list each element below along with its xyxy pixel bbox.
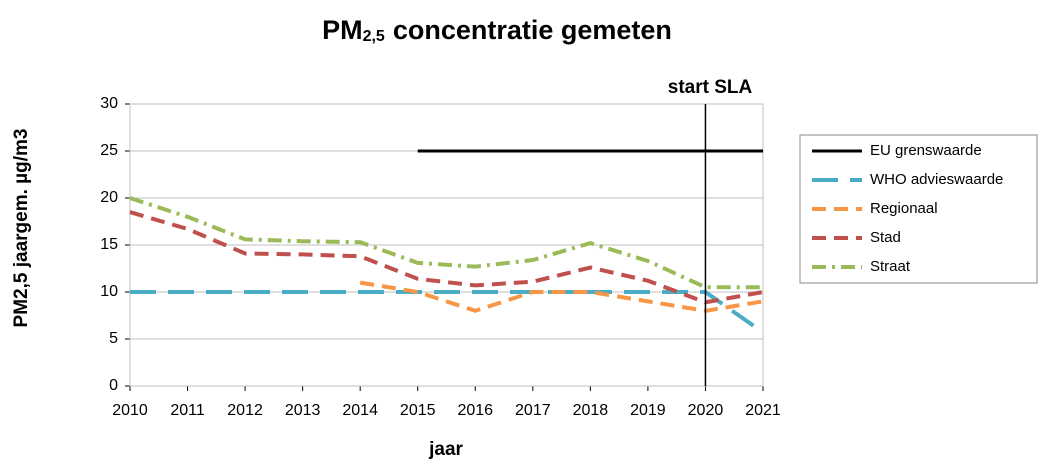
x-axis-label: jaar (428, 439, 463, 460)
y-tick-label: 10 (100, 283, 118, 300)
x-tick-label: 2021 (745, 402, 781, 419)
x-tick-label: 2012 (227, 402, 263, 419)
x-tick-label: 2020 (688, 402, 724, 419)
series-line (130, 290, 765, 335)
x-tick-label: 2015 (400, 402, 436, 419)
legend-label: Straat (870, 258, 911, 275)
chart-title: PM2,5 concentratie gemeten (322, 15, 672, 45)
legend-label: WHO advieswaarde (870, 171, 1003, 188)
y-tick-label: 20 (100, 189, 118, 206)
x-tick-label: 2017 (515, 402, 551, 419)
x-tick-label: 2014 (342, 402, 378, 419)
y-tick-label: 30 (100, 95, 118, 112)
x-tick-label: 2010 (112, 402, 148, 419)
y-tick-label: 5 (109, 330, 118, 347)
x-tick-label: 2016 (457, 402, 493, 419)
legend-label: Stad (870, 229, 901, 246)
series-line (129, 210, 764, 305)
y-tick-label: 0 (109, 377, 118, 394)
series-line (129, 196, 763, 290)
x-tick-label: 2011 (170, 402, 205, 419)
title-sub: 2,5 (363, 28, 385, 45)
x-tick-label: 2019 (630, 402, 666, 419)
plot-border (129, 103, 764, 387)
title-main: PM (322, 15, 363, 45)
y-tick-label: 15 (100, 236, 118, 253)
series-line (359, 280, 764, 313)
legend-label: EU grenswaarde (870, 142, 982, 159)
title-rest: concentratie gemeten (393, 15, 672, 45)
annotation-label: start SLA (668, 77, 753, 98)
y-tick-label: 25 (100, 142, 118, 159)
legend-label: Regionaal (870, 200, 938, 217)
y-axis-label: PM2,5 jaargem. µg/m3 (11, 129, 32, 328)
x-tick-label: 2018 (573, 402, 609, 419)
x-tick-label: 2013 (285, 402, 321, 419)
